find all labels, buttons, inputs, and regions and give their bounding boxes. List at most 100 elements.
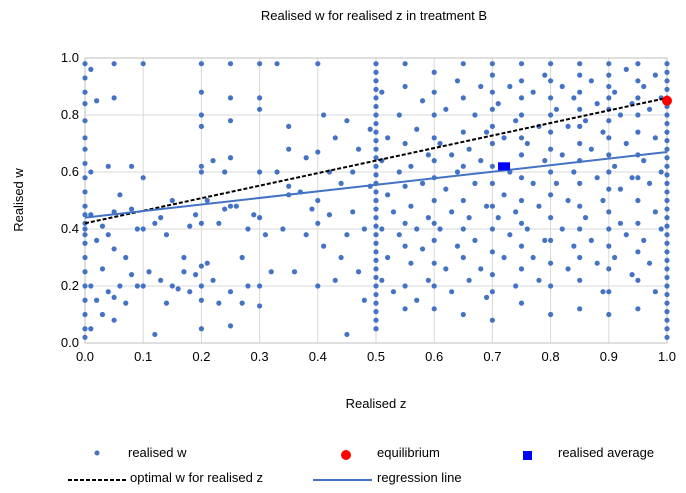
- scatter-point: [617, 112, 624, 118]
- scatter-point: [577, 106, 583, 112]
- scatter-point: [577, 277, 583, 283]
- scatter-point: [198, 61, 204, 67]
- scatter-point: [472, 112, 478, 118]
- scatter-point: [128, 163, 135, 169]
- scatter-point: [548, 129, 554, 135]
- scatter-point: [198, 112, 204, 118]
- scatter-point: [606, 118, 612, 124]
- scatter-point: [548, 237, 554, 243]
- scatter-point: [565, 266, 571, 272]
- scatter-point: [88, 169, 94, 175]
- scatter-point: [227, 289, 234, 295]
- scatter-point: [553, 180, 560, 186]
- scatter-point: [408, 163, 414, 169]
- scatter-point: [530, 254, 536, 261]
- scatter-point: [396, 112, 402, 118]
- scatter-point: [664, 291, 670, 298]
- scatter-point: [192, 272, 199, 278]
- scatter-point: [530, 89, 536, 95]
- scatter-point: [577, 123, 583, 129]
- scatter-point: [518, 61, 525, 67]
- scatter-point: [577, 254, 583, 261]
- scatter-point: [414, 297, 420, 303]
- scatter-point: [664, 249, 670, 255]
- legend-regression-label: regression line: [377, 470, 462, 485]
- scatter-point: [344, 118, 350, 124]
- scatter-point: [489, 289, 495, 295]
- scatter-point: [99, 311, 106, 318]
- scatter-point: [105, 289, 111, 295]
- scatter-point: [495, 101, 501, 107]
- scatter-point: [635, 277, 641, 283]
- scatter-point: [635, 78, 641, 84]
- scatter-point: [338, 180, 344, 186]
- scatter-point: [612, 254, 618, 261]
- scatter-point: [548, 260, 554, 266]
- scatter-point: [204, 260, 210, 266]
- x-tick-label: 1.0: [658, 349, 676, 364]
- legend-equilibrium-label: equilibrium: [377, 445, 440, 460]
- scatter-point: [460, 197, 466, 204]
- scatter-point: [379, 277, 385, 283]
- scatter-point: [134, 283, 140, 289]
- legend-average-label: realised average: [558, 445, 654, 460]
- scatter-point: [594, 260, 600, 266]
- scatter-point: [192, 212, 199, 218]
- scatter-point: [408, 260, 414, 266]
- scatter-point: [664, 223, 670, 229]
- scatter-point: [140, 226, 146, 232]
- scatter-point: [646, 106, 653, 112]
- scatter-point: [233, 203, 239, 209]
- scatter-point: [82, 283, 88, 289]
- scatter-point: [612, 163, 618, 169]
- scatter-point: [483, 294, 490, 300]
- scatter-point: [111, 246, 117, 252]
- scatter-point: [460, 163, 466, 169]
- scatter-point: [227, 61, 234, 67]
- scatter-point: [513, 283, 519, 289]
- scatter-point: [664, 86, 670, 92]
- scatter-point: [664, 206, 670, 212]
- scatter-point: [524, 226, 530, 232]
- scatter-point: [152, 331, 158, 338]
- regression-line: [84, 151, 668, 219]
- scatter-point: [431, 69, 437, 75]
- scatter-point: [489, 72, 495, 78]
- scatter-point: [373, 317, 379, 323]
- scatter-point: [664, 274, 670, 281]
- scatter-point: [518, 95, 525, 101]
- scatter-point: [373, 283, 379, 289]
- scatter-point: [134, 226, 140, 232]
- scatter-point: [82, 334, 88, 340]
- scatter-point: [635, 112, 641, 118]
- scatter-point: [315, 197, 321, 204]
- scatter-point: [99, 223, 106, 229]
- scatter-point: [646, 260, 653, 266]
- scatter-point: [82, 232, 88, 238]
- x-tick-label: 0.0: [76, 349, 94, 364]
- scatter-point: [187, 223, 193, 229]
- scatter-point: [204, 197, 210, 204]
- scatter-point: [577, 89, 583, 95]
- scatter-point: [565, 197, 571, 204]
- scatter-point: [117, 283, 123, 289]
- scatter-point: [652, 209, 658, 215]
- scatter-point: [548, 112, 554, 118]
- scatter-point: [489, 180, 495, 186]
- x-tick-label: 0.4: [309, 349, 327, 364]
- scatter-point: [478, 158, 484, 164]
- x-tick-label: 0.1: [134, 349, 152, 364]
- scatter-point: [664, 197, 670, 204]
- scatter-point: [577, 306, 583, 312]
- scatter-point: [373, 274, 379, 281]
- scatter-point: [664, 180, 670, 186]
- x-tick-label: 0.7: [483, 349, 501, 364]
- scatter-point: [99, 266, 106, 272]
- scatter-point: [460, 226, 466, 232]
- scatter-point: [350, 169, 356, 175]
- scatter-point: [315, 61, 321, 67]
- scatter-point: [652, 72, 658, 78]
- scatter-point: [94, 98, 100, 104]
- realised-average-marker: [498, 162, 511, 171]
- scatter-point: [664, 283, 670, 289]
